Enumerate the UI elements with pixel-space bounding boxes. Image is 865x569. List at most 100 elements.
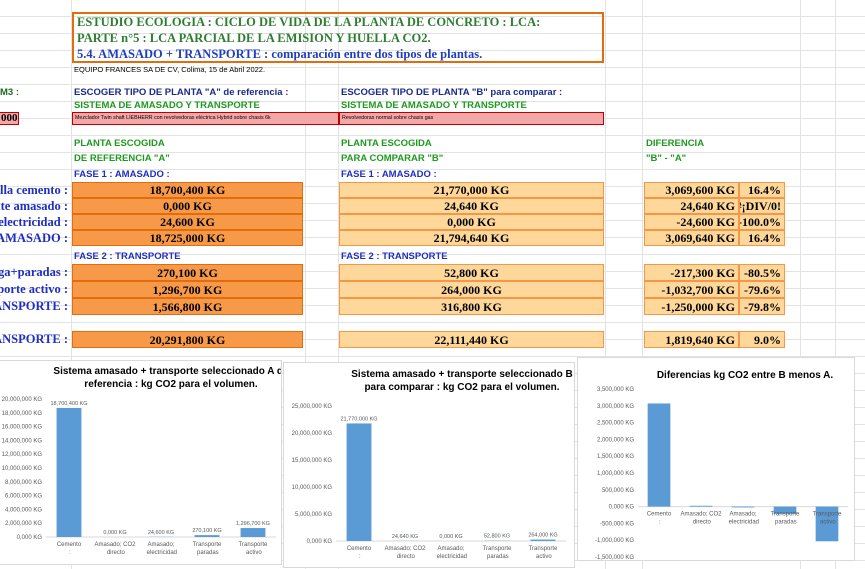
value-label: 18,700,400 KG	[50, 401, 87, 407]
y-tick-label: 25,000,000 KG	[292, 404, 333, 410]
x-tick-label: Amasado; CO2 directo	[680, 512, 722, 526]
row-label: electricidad :	[0, 214, 68, 229]
phase-label: FASE 1 : AMASADO :	[74, 168, 170, 180]
bar	[815, 506, 839, 542]
title-line: PARTE n°5 : LCA PARCIAL DE LA EMISION Y …	[77, 30, 431, 45]
difference-percent: #¡DIV/0!	[739, 198, 785, 214]
column-line	[800, 0, 801, 569]
y-tick-label: 2,500,000 KG	[597, 421, 634, 427]
difference-percent: 16.4%	[739, 230, 785, 246]
column-line	[338, 0, 339, 569]
value-cell: 0,000 KG	[339, 214, 604, 230]
title-line: 5.4. AMASADO + TRANSPORTE : comparación …	[77, 46, 483, 61]
title-line: ESTUDIO ECOLOGIA : CICLO DE VIDA DE LA P…	[77, 14, 541, 29]
y-tick-label: 4,000,000 KG	[5, 507, 42, 513]
value-cell: 24,600 KG	[72, 214, 303, 230]
x-tick-label: Cemento :	[57, 542, 82, 556]
difference-percent: -80.5%	[739, 264, 785, 281]
column-line	[305, 0, 306, 569]
chart: 0,000 KG 5,000,000 KG 10,000,000 KG 15,000,…	[283, 362, 575, 568]
y-tick-label: 1,000,000 KG	[597, 471, 634, 477]
x-tick-label: Transporte activo	[813, 512, 842, 526]
bar	[56, 407, 82, 537]
y-tick-label: -1,500,000 KG	[595, 555, 634, 561]
y-tick-label: 10,000,000 KG	[2, 466, 43, 472]
difference-value: -1,032,700 KG	[644, 281, 739, 298]
x-tick-label: Amasado; electricidad	[145, 542, 177, 556]
y-tick-label: 0,000 KG	[17, 535, 43, 541]
difference-heading: DIFERENCIA	[646, 138, 705, 150]
choose-label: ESCOGER TIPO DE PLANTA "A" de referencia…	[74, 86, 289, 98]
y-tick-label: 10,000,000 KG	[292, 485, 333, 491]
bar	[773, 506, 797, 514]
row-label: rga+paradas :	[0, 265, 68, 280]
value-cell: 18,700,400 KG	[72, 182, 303, 198]
y-tick-label: 14,000,000 KG	[2, 438, 43, 444]
bar	[346, 423, 372, 541]
x-tick-label: Transporte activo	[239, 542, 268, 556]
y-tick-label: -1,000,000 KG	[595, 538, 634, 544]
model-cell: Mezclador Twin shaft LIEBHERR con revolv…	[72, 112, 339, 125]
difference-value: -217,300 KG	[644, 264, 739, 281]
column-line	[835, 0, 836, 569]
x-tick-label: Amasado; electricidad	[727, 512, 759, 526]
x-tick-label: Amasado; CO2 directo	[384, 546, 426, 560]
difference-percent: -100.0%	[739, 214, 785, 230]
y-tick-label: 8,000,000 KG	[5, 480, 42, 486]
subtitle: EQUIPO FRANCES SA DE CV, Colima, 15 de A…	[74, 64, 266, 74]
plant-subheading: PARA COMPARAR "B"	[341, 153, 444, 165]
phase-label: FASE 2 : TRANSPORTE	[74, 250, 181, 262]
value-label: 24,600 KG	[148, 530, 174, 536]
value-cell: 0,000 KG	[72, 198, 303, 214]
y-tick-label: -500,000 KG	[600, 521, 634, 527]
y-tick-label: 1,500,000 KG	[597, 454, 634, 460]
y-tick-label: 20,000,000 KG	[292, 431, 333, 437]
value-label: 52,800 KG	[484, 534, 510, 540]
value-cell: 52,800 KG	[339, 264, 604, 281]
bar	[194, 535, 220, 537]
value-label: 264,000 KG	[528, 533, 557, 539]
value-cell: 21,770,000 KG	[339, 182, 604, 198]
value-label: 1,296,700 KG	[236, 521, 270, 527]
difference-percent: -79.6%	[739, 281, 785, 298]
chart: -1,500,000 KG -1,000,000 KG -500,000 KG 0,0…	[577, 357, 855, 561]
x-tick-label: Transporte activo	[529, 546, 558, 560]
plant-heading: PLANTA ESCOGIDA	[74, 138, 165, 150]
row-label: ANSPORTE :	[0, 332, 68, 347]
y-tick-label: 0,000 KG	[307, 539, 333, 545]
difference-subheading: "B" - "A"	[646, 153, 687, 165]
y-tick-label: 0,000 KG	[609, 505, 635, 511]
total-cell: 20,291,800 KG	[72, 331, 303, 348]
value-label: 21,770,000 KG	[340, 416, 377, 422]
phase-label: FASE 1 : AMASADO :	[341, 168, 437, 180]
y-tick-label: 16,000,000 KG	[2, 425, 43, 431]
x-tick-label: Transporte paradas	[771, 512, 800, 526]
x-tick-label: Transporte paradas	[193, 542, 222, 556]
y-tick-label: 5,000,000 KG	[295, 512, 332, 518]
bar	[689, 505, 713, 507]
bar	[240, 528, 266, 537]
bar	[530, 539, 556, 541]
y-tick-label: 12,000,000 KG	[2, 452, 43, 458]
y-tick-label: 2,000,000 KG	[597, 437, 634, 443]
chart-svg: 0,000 KG 2,000,000 KG 4,000,000 KG 6,000,00…	[2, 397, 276, 556]
chart: 0,000 KG 2,000,000 KG 4,000,000 KG 6,000,00…	[0, 360, 282, 565]
system-label: SISTEMA DE AMASADO Y TRANSPORTE	[341, 99, 527, 111]
x-tick-label: Cemento :	[347, 546, 372, 560]
system-label: SISTEMA DE AMASADO Y TRANSPORTE	[74, 99, 260, 111]
y-tick-label: 6,000,000 KG	[5, 494, 42, 500]
x-tick-label: Amasado; CO2 directo	[94, 542, 136, 556]
row-label: ANSPORTE :	[0, 299, 68, 314]
value-label: 0,000 KG	[439, 534, 462, 540]
row-label: AMASADO :	[0, 230, 68, 245]
difference-value: -24,600 KG	[644, 214, 739, 230]
phase-label: FASE 2 : TRANSPORTE	[341, 250, 448, 262]
x-tick-label: Cemento :	[647, 512, 672, 526]
value-label: 24,640 KG	[392, 534, 418, 540]
y-tick-label: 20,000,000 KG	[2, 397, 43, 403]
row-label: lla cemento :	[0, 182, 68, 197]
column-line	[642, 0, 643, 569]
value-cell: 1,566,800 KG	[72, 298, 303, 315]
value-cell: 270,100 KG	[72, 264, 303, 281]
value-cell: 18,725,000 KG	[72, 230, 303, 246]
